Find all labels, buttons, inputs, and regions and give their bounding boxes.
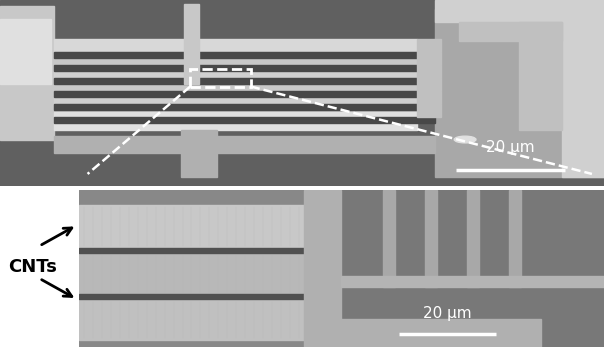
- Bar: [54, 91, 435, 97]
- Text: 20 μm: 20 μm: [423, 306, 472, 322]
- Bar: [79, 248, 304, 253]
- Bar: [459, 22, 562, 41]
- Bar: [425, 190, 437, 287]
- Bar: [79, 300, 304, 340]
- Bar: [341, 190, 604, 347]
- Bar: [54, 78, 417, 91]
- Bar: [0, 19, 51, 84]
- Bar: [54, 65, 435, 71]
- Bar: [181, 130, 217, 177]
- Bar: [54, 112, 417, 130]
- Bar: [417, 65, 441, 78]
- Bar: [509, 190, 521, 287]
- Bar: [417, 39, 441, 52]
- Bar: [79, 254, 304, 294]
- Bar: [417, 52, 441, 65]
- Bar: [435, 0, 604, 22]
- Bar: [79, 205, 304, 248]
- Bar: [341, 319, 541, 347]
- Bar: [54, 65, 417, 78]
- Bar: [190, 69, 251, 86]
- Circle shape: [454, 136, 476, 143]
- Bar: [54, 104, 435, 110]
- Bar: [304, 190, 341, 347]
- Bar: [417, 104, 441, 117]
- Text: 20 μm: 20 μm: [486, 140, 535, 155]
- Bar: [467, 190, 479, 287]
- Bar: [79, 294, 304, 298]
- Text: CNTs: CNTs: [8, 258, 57, 276]
- Bar: [417, 91, 441, 104]
- Bar: [384, 190, 395, 287]
- Bar: [54, 136, 435, 153]
- Bar: [54, 52, 417, 65]
- Bar: [54, 117, 435, 123]
- Bar: [417, 78, 441, 91]
- Bar: [54, 39, 417, 52]
- Bar: [562, 22, 604, 177]
- Bar: [54, 78, 435, 84]
- Bar: [341, 277, 604, 287]
- Bar: [0, 6, 54, 139]
- Bar: [54, 52, 435, 58]
- Bar: [184, 4, 199, 84]
- Bar: [519, 22, 562, 130]
- Bar: [54, 104, 417, 117]
- Bar: [435, 9, 604, 177]
- Bar: [54, 91, 417, 104]
